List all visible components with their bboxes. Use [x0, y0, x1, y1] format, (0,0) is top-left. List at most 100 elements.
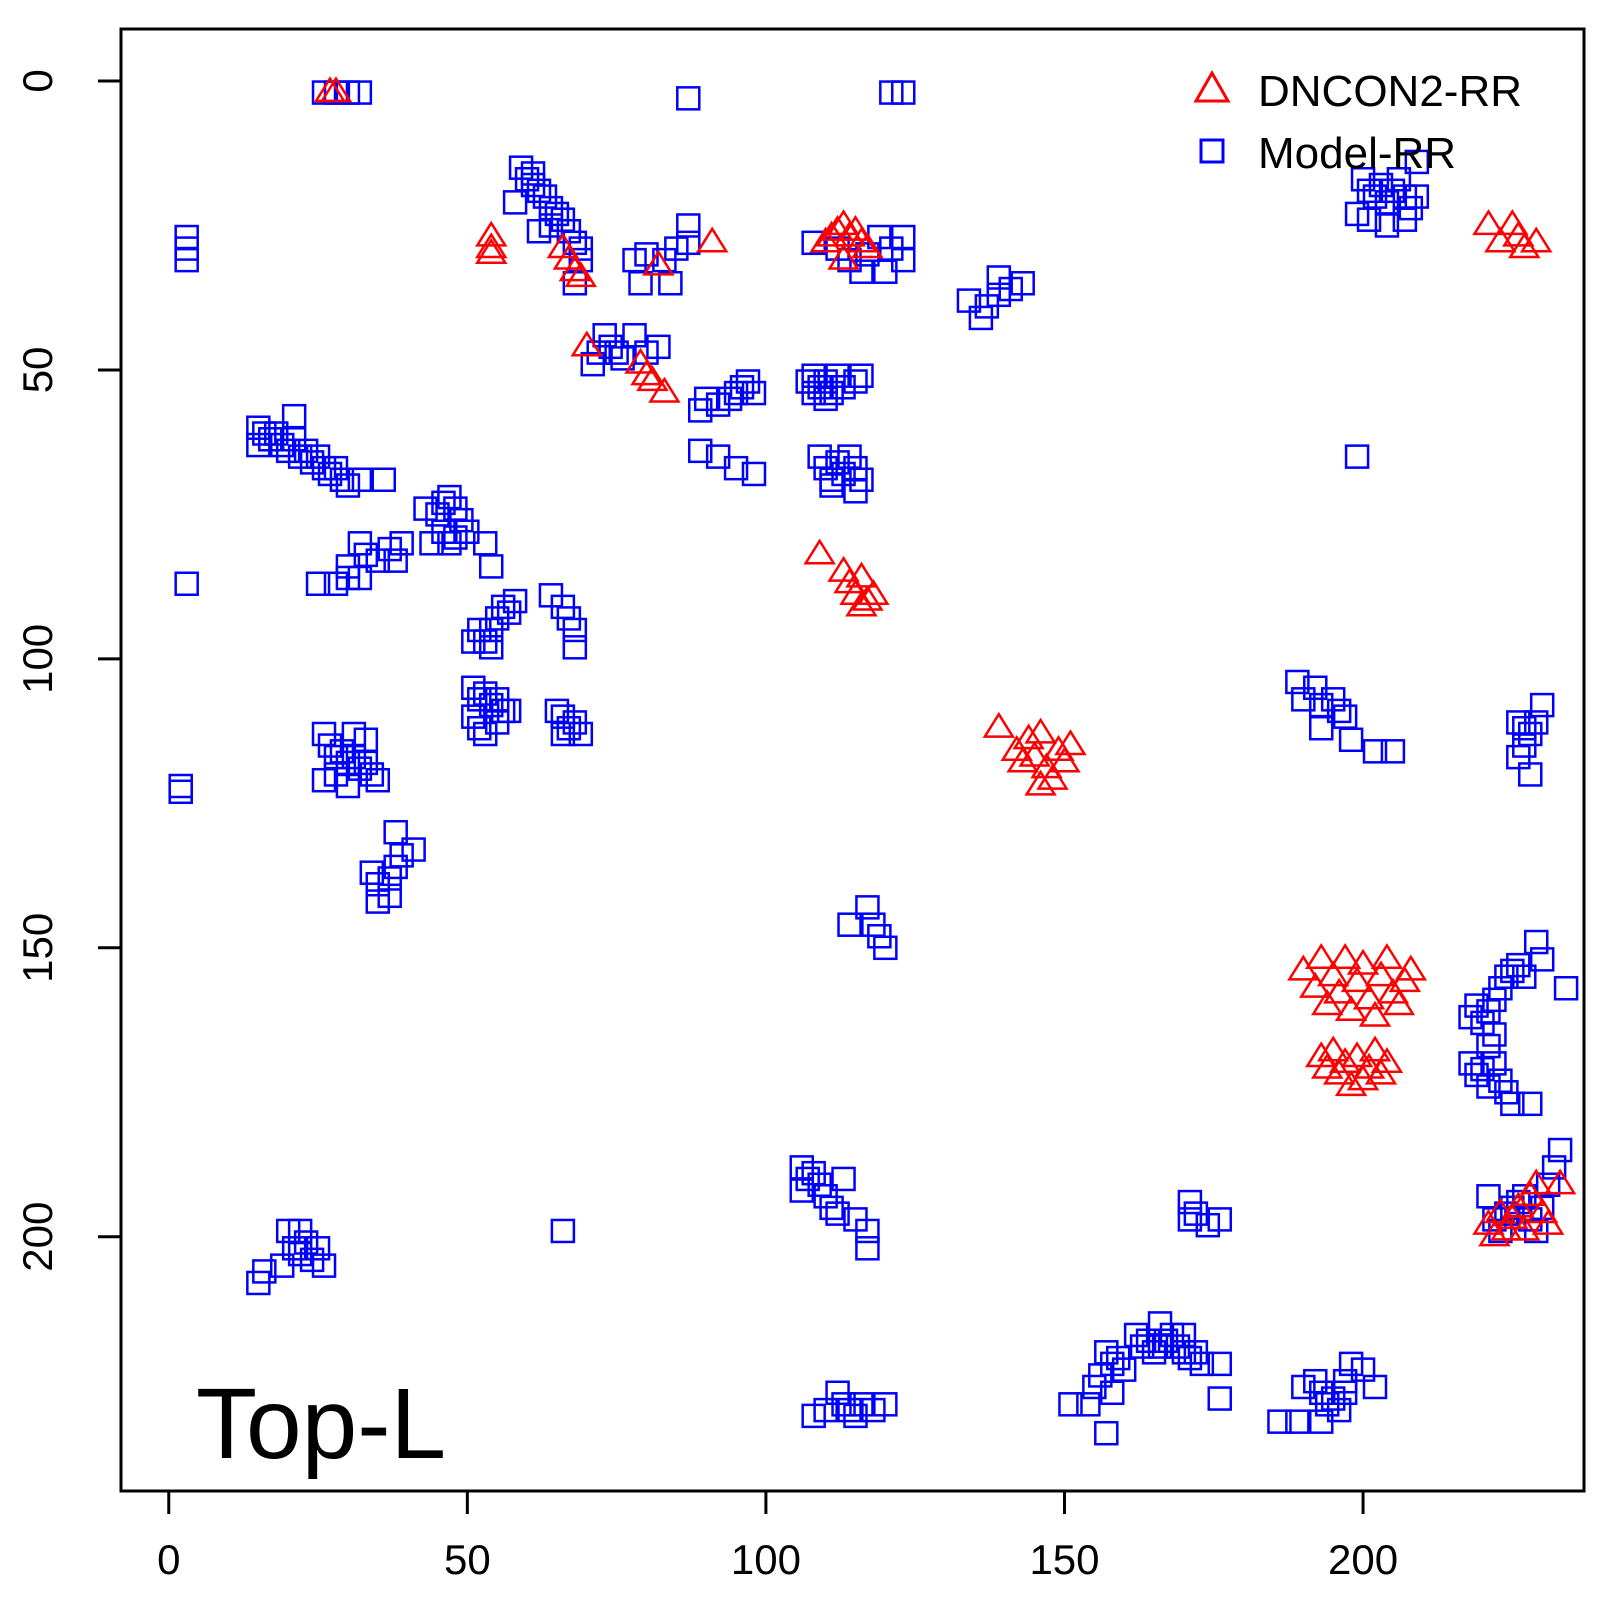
- dncon2-rr-point: [1048, 746, 1081, 773]
- model-rr-point: [1512, 964, 1537, 989]
- model-rr-point: [837, 912, 862, 937]
- model-rr-point: [562, 635, 588, 660]
- model-rr-point: [1529, 692, 1555, 718]
- model-rr-point: [1529, 947, 1555, 972]
- dncon2-rr-point: [857, 578, 890, 605]
- legend-label-model: Model-RR: [1258, 129, 1456, 178]
- model-rr-point: [496, 698, 522, 724]
- model-rr-point: [986, 265, 1012, 290]
- legend-triangle-icon: [1193, 69, 1231, 103]
- model-rr-point: [1207, 1386, 1232, 1411]
- y-tick-label: 50: [14, 347, 61, 394]
- dncon2-rr-point: [636, 365, 669, 392]
- model-rr-point: [741, 380, 767, 406]
- model-rr-point: [789, 1178, 814, 1203]
- model-rr-point: [849, 259, 874, 284]
- model-rr-point: [329, 467, 355, 492]
- model-rr-point: [353, 727, 379, 753]
- model-rr-point: [174, 571, 199, 597]
- model-rr-point: [855, 1236, 880, 1261]
- y-tick-label: 0: [14, 69, 61, 92]
- y-tick-label: 100: [14, 624, 61, 694]
- dncon2-rr-point: [827, 243, 860, 270]
- dncon2-rr-point: [851, 584, 884, 611]
- model-rr-point: [383, 819, 408, 845]
- model-rr-point: [1482, 1051, 1507, 1076]
- dncon2-rr-point: [474, 220, 508, 247]
- dncon2-rr-point: [1508, 232, 1541, 259]
- dncon2-rr-point: [1340, 966, 1374, 993]
- dncon2-rr-point: [1328, 943, 1362, 970]
- model-rr-point: [1309, 1409, 1334, 1434]
- model-rr-point: [604, 340, 629, 365]
- model-rr-point: [359, 762, 385, 787]
- x-tick-label: 150: [1029, 1536, 1099, 1583]
- model-rr-point: [813, 1397, 838, 1423]
- model-rr-point: [520, 161, 546, 186]
- dncon2-rr-point: [1018, 740, 1051, 767]
- dncon2-rr-point: [564, 261, 598, 288]
- dncon2-rr-point: [1382, 989, 1416, 1016]
- model-rr-point: [461, 629, 486, 654]
- model-rr-point: [1207, 1351, 1232, 1377]
- dncon2-rr-point: [558, 255, 592, 282]
- dncon2-rr-point: [1036, 763, 1069, 790]
- dncon2-rr-point: [319, 76, 353, 103]
- model-rr-point: [1518, 762, 1543, 787]
- model-rr-point: [1535, 1172, 1561, 1197]
- model-rr-point: [1267, 1409, 1292, 1434]
- dncon2-rr-point: [1024, 769, 1057, 796]
- model-rr-point: [646, 334, 671, 360]
- dncon2-rr-point: [1370, 943, 1404, 970]
- model-rr-point: [502, 190, 528, 215]
- model-rr-point: [1404, 184, 1430, 209]
- model-rr-point: [968, 305, 994, 331]
- model-rr-point: [801, 230, 826, 256]
- model-rr-point: [801, 380, 826, 406]
- model-rr-point: [1374, 213, 1400, 238]
- model-rr-point: [1332, 1380, 1358, 1406]
- dncon2-rr-point: [833, 220, 866, 247]
- dncon2-rr-point: [695, 226, 729, 253]
- model-rr-point: [478, 635, 504, 660]
- model-rr-point: [311, 767, 337, 793]
- dncon2-rr-point: [1316, 960, 1350, 987]
- y-tick-label: 200: [14, 1202, 61, 1272]
- model-rr-point: [365, 767, 391, 793]
- dncon2-rr-point: [1334, 1070, 1368, 1097]
- model-rr-point: [246, 432, 271, 458]
- model-rr-point: [269, 1253, 295, 1278]
- model-rr-point: [168, 773, 193, 799]
- model-rr-point: [311, 1253, 337, 1278]
- model-rr-point: [1189, 1351, 1215, 1377]
- dncon2-rr-point: [1531, 1208, 1565, 1235]
- model-rr-point: [1285, 1409, 1310, 1434]
- model-rr-point: [819, 1195, 844, 1221]
- legend: DNCON2-RR Model-RR: [1193, 67, 1522, 178]
- model-rr-point: [538, 213, 564, 238]
- model-rr-point: [1362, 1374, 1388, 1400]
- model-rr-point: [1547, 1137, 1573, 1163]
- model-rr-point: [580, 351, 605, 377]
- model-rr-point: [687, 438, 713, 464]
- dncon2-rr-point: [1346, 948, 1380, 975]
- legend-square-icon: [1199, 138, 1225, 164]
- model-rr-point: [383, 548, 408, 573]
- dncon2-rr-point: [1358, 1035, 1392, 1062]
- model-rr-point: [502, 588, 528, 614]
- model-rr-point: [1476, 1033, 1501, 1059]
- model-rr-point: [1344, 444, 1370, 469]
- dncon2-rr-point: [803, 538, 836, 565]
- model-rr-point: [1553, 976, 1579, 1001]
- model-rr-point: [347, 565, 373, 591]
- dncon2-rr-point: [851, 232, 884, 259]
- dncon2-rr-point: [1364, 960, 1398, 987]
- dncon2-rr-point: [1328, 1047, 1362, 1074]
- model-rr-point: [347, 467, 373, 492]
- model-rr-point: [1094, 1420, 1119, 1446]
- model-rr-point: [1058, 1392, 1083, 1417]
- model-rr-point: [1076, 1392, 1101, 1417]
- model-rr-point: [1285, 669, 1310, 695]
- model-rr-point: [676, 86, 701, 111]
- dncon2-rr-point: [474, 238, 508, 265]
